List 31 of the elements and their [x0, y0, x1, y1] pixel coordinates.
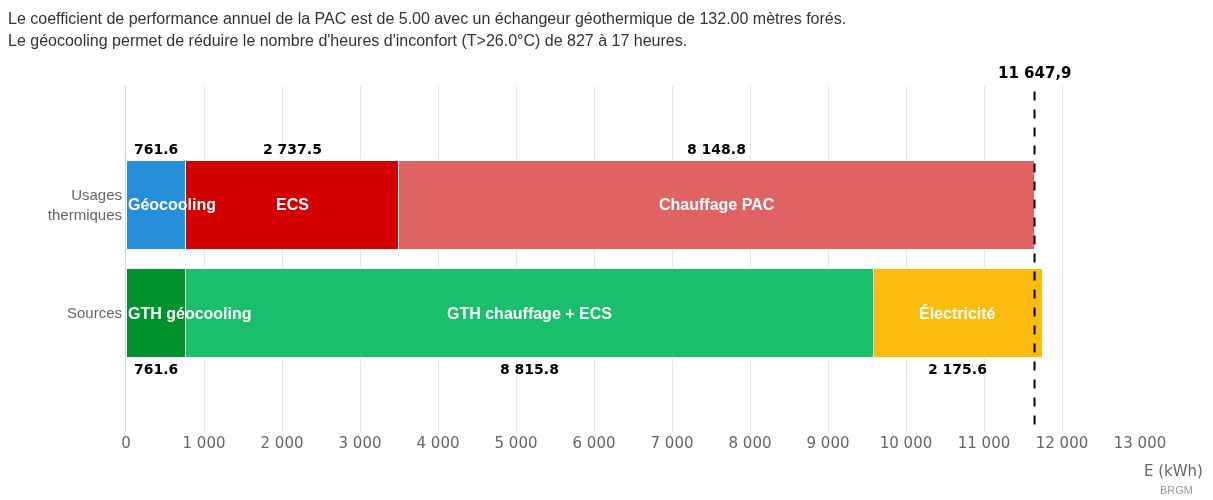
x-tick-label: 7 000 [650, 434, 694, 452]
x-tick-label: 4 000 [416, 434, 460, 452]
x-tick-label: 10 000 [879, 434, 933, 452]
chart-subtitle: Le géocooling permet de réduire le nombre d'heures d'inconfort (T>26.0°C) de 827 à 17 heures. [8, 32, 688, 49]
x-tick-label: 11 000 [957, 434, 1011, 452]
x-tick-label: 5 000 [494, 434, 538, 452]
data-label: 2 175.6 [928, 361, 987, 377]
text: BRGM [1160, 484, 1193, 496]
series-label: ECS [276, 196, 310, 213]
series-label: GTH chauffage + ECS [447, 305, 613, 322]
x-tick-label: 1 000 [182, 434, 226, 452]
x-tick-label: 8 000 [728, 434, 772, 452]
chart-title: Le coefficient de performance annuel de la PAC est de 5.00 avec un échangeur géothermique de 132.00 mètres forés. [8, 10, 847, 27]
y-tick-label: Usages thermiques [47, 186, 122, 223]
x-tick-label: 2 000 [260, 434, 304, 452]
data-label: 8 815.8 [500, 361, 559, 377]
x-tick-label: 9 000 [806, 434, 850, 452]
series-label: Chauffage PAC [659, 196, 775, 213]
x-tick-label: 3 000 [338, 434, 382, 452]
data-label: 761.6 [134, 141, 179, 157]
x-tick-label: 13 000 [1113, 434, 1167, 452]
y-tick-label: Sources [66, 304, 122, 322]
ref-line-label: 11 647,9 [998, 64, 1072, 82]
data-label: 2 737.5 [263, 141, 322, 157]
x-tick-label: 12 000 [1035, 434, 1089, 452]
x-tick-label: 0 [121, 434, 131, 452]
data-label: 761.6 [134, 361, 179, 377]
series-label: Électricité [919, 304, 996, 322]
x-tick-label: 6 000 [572, 434, 616, 452]
data-label: 8 148.8 [687, 141, 746, 157]
x-axis-title: E (kWh) [1144, 462, 1203, 480]
